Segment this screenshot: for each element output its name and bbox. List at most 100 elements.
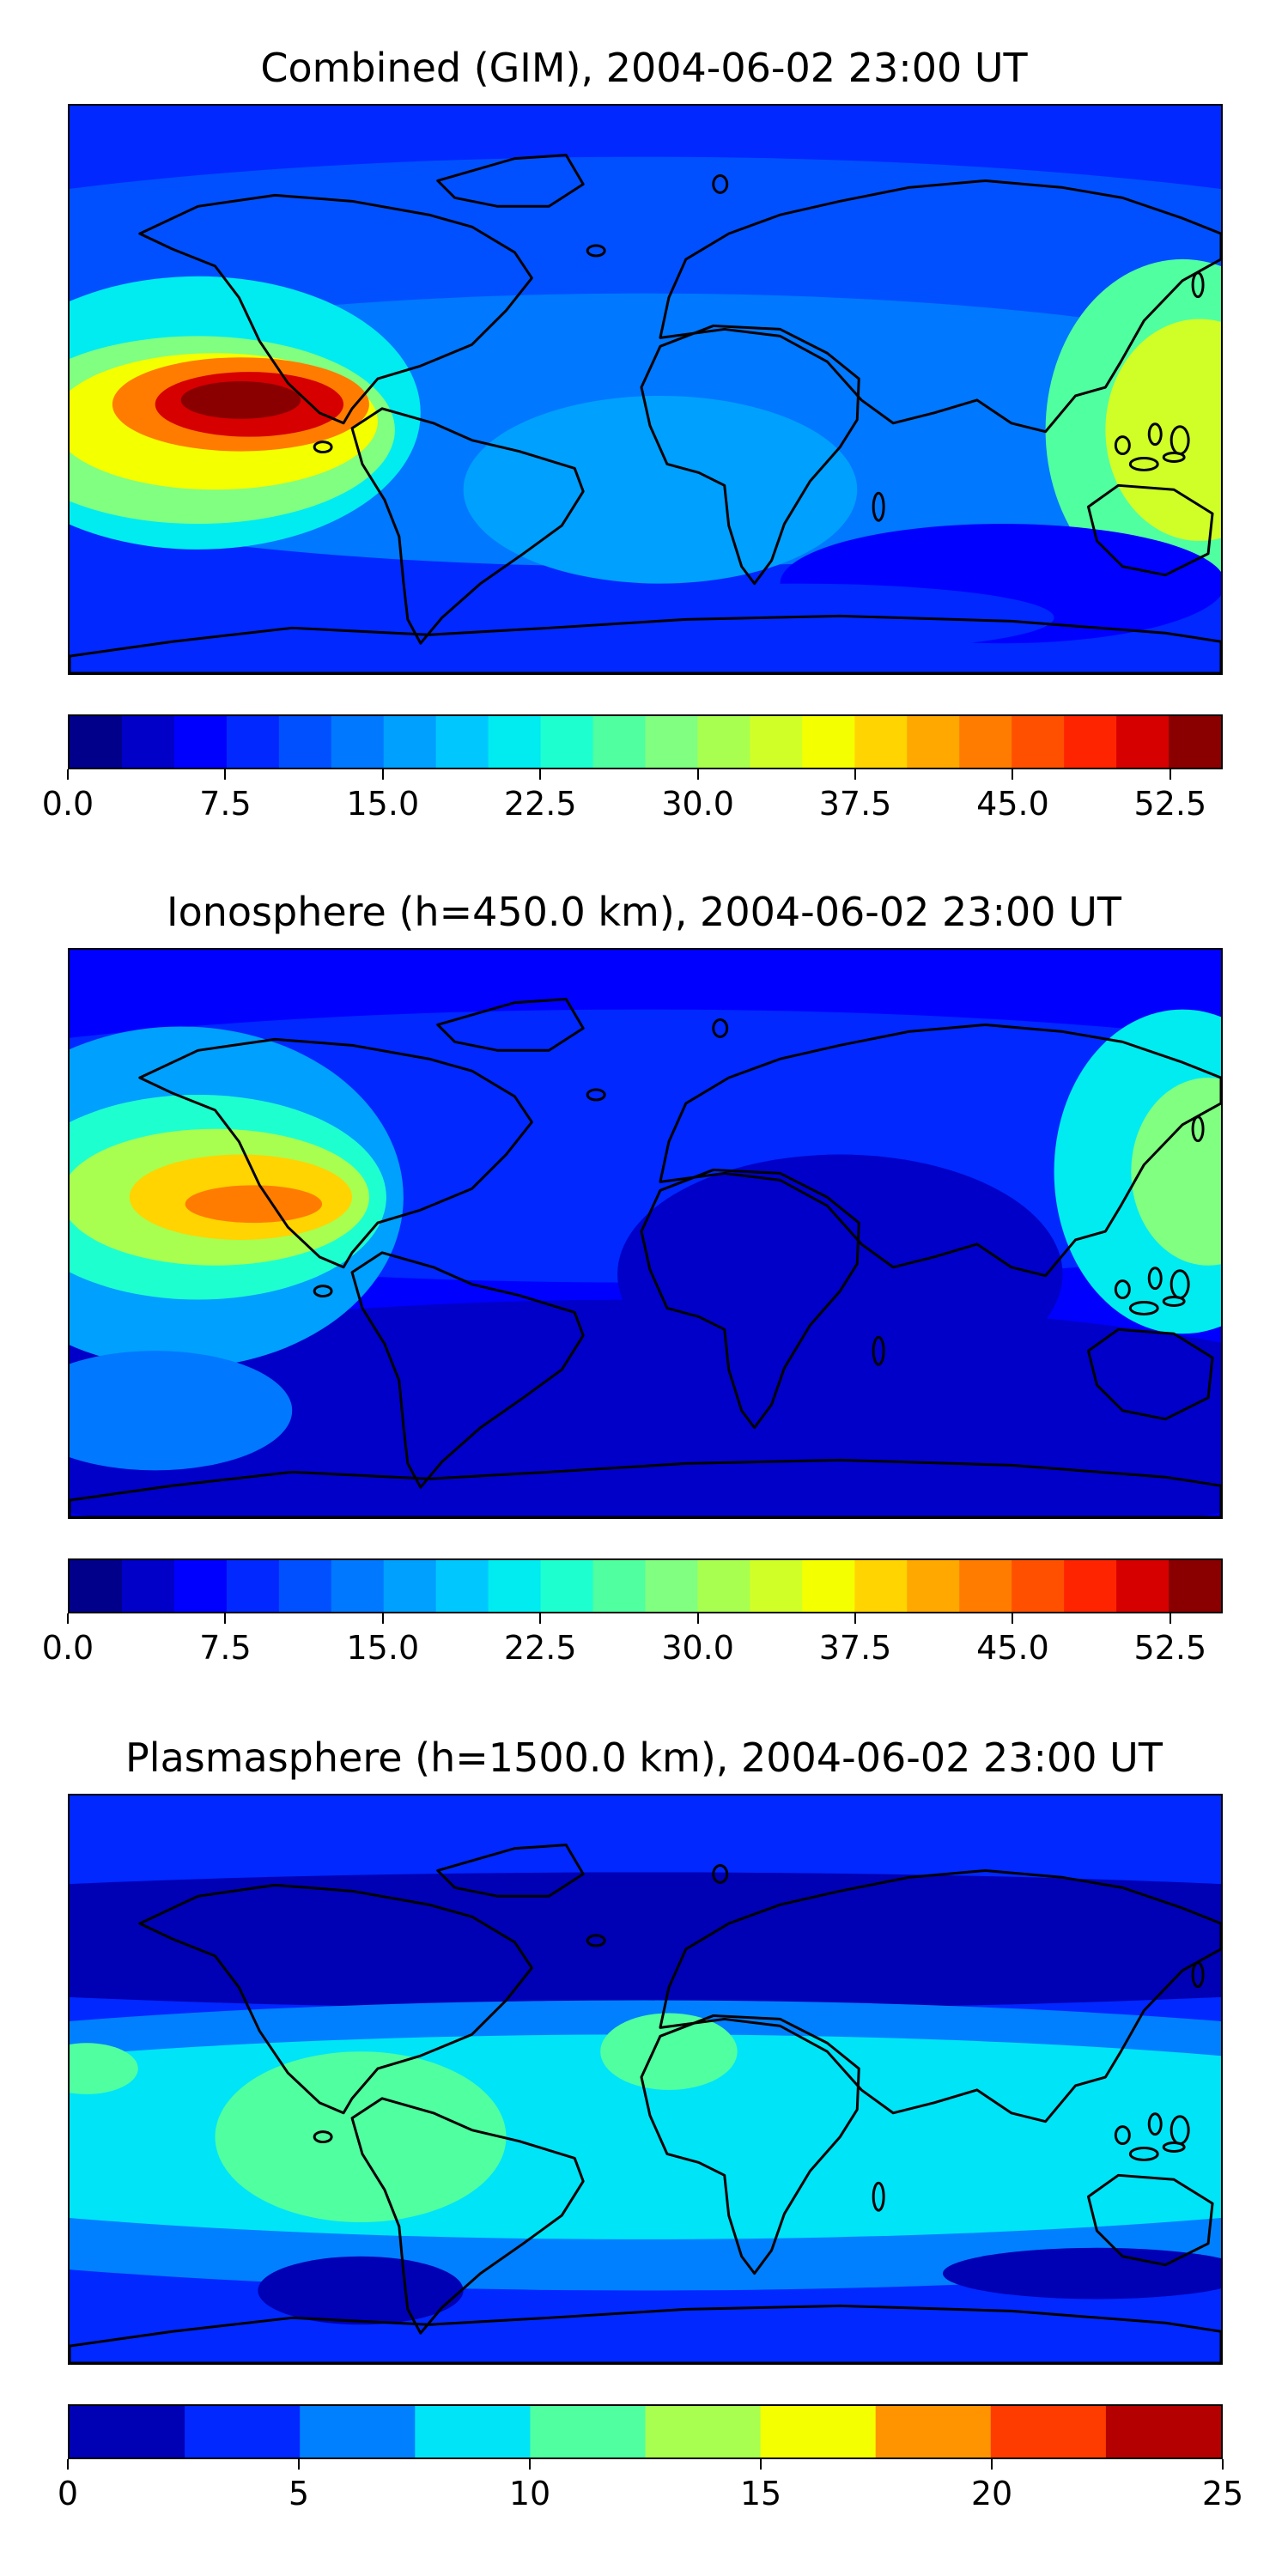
colorbar-tick-label: 37.5 bbox=[818, 1629, 892, 1667]
colorbar-swatch bbox=[540, 1560, 594, 1612]
colorbar-tick-label: 15.0 bbox=[346, 785, 420, 823]
colorbar-swatch bbox=[907, 1560, 960, 1612]
contour-region bbox=[180, 381, 301, 419]
colorbar-swatch bbox=[959, 1560, 1012, 1612]
colorbar-swatch bbox=[540, 716, 594, 768]
panel-1-map bbox=[68, 104, 1223, 675]
colorbar-swatch bbox=[70, 2406, 185, 2458]
colorbar-tick-label: 0.0 bbox=[41, 1629, 94, 1667]
contour-region bbox=[70, 1351, 293, 1471]
colorbar-swatch bbox=[645, 716, 698, 768]
colorbar-swatch bbox=[331, 1560, 385, 1612]
colorbar-swatch bbox=[1116, 1560, 1170, 1612]
colorbar-swatch bbox=[645, 2406, 762, 2458]
colorbar-swatch bbox=[530, 2406, 646, 2458]
colorbar-swatch bbox=[645, 1560, 698, 1612]
colorbar-tick-label: 5 bbox=[288, 2475, 310, 2512]
colorbar-tick-label: 22.5 bbox=[503, 785, 577, 823]
colorbar-tick bbox=[1222, 2459, 1224, 2470]
colorbar-tick bbox=[381, 1613, 384, 1624]
colorbar-swatch bbox=[1064, 716, 1117, 768]
colorbar-tick-label: 7.5 bbox=[199, 785, 252, 823]
colorbar-swatch bbox=[592, 1560, 646, 1612]
contour-region bbox=[215, 2051, 507, 2222]
colorbar-swatch bbox=[1169, 716, 1221, 768]
colorbar-tick bbox=[1012, 769, 1014, 780]
colorbar-swatch bbox=[1116, 716, 1170, 768]
colorbar-swatch bbox=[1169, 1560, 1221, 1612]
colorbar-swatch bbox=[854, 1560, 908, 1612]
colorbar-tick bbox=[854, 1613, 857, 1624]
panel-1-title: Combined (GIM), 2004-06-02 23:00 UT bbox=[260, 45, 1028, 91]
colorbar-tick-label: 20 bbox=[970, 2475, 1013, 2512]
colorbar-tick-label: 15.0 bbox=[346, 1629, 420, 1667]
colorbar-tick bbox=[67, 769, 69, 780]
colorbar-swatch bbox=[121, 716, 175, 768]
colorbar-swatch bbox=[592, 716, 646, 768]
colorbar-tick bbox=[854, 769, 857, 780]
colorbar-swatch bbox=[875, 2406, 992, 2458]
colorbar-tick-label: 22.5 bbox=[503, 1629, 577, 1667]
colorbar-swatch bbox=[435, 716, 489, 768]
colorbar-swatch bbox=[435, 1560, 489, 1612]
contour-region bbox=[600, 2013, 738, 2090]
colorbar-swatch bbox=[907, 716, 960, 768]
contour-region bbox=[70, 1872, 1221, 2009]
panel-3-title: Plasmasphere (h=1500.0 km), 2004-06-02 2… bbox=[125, 1735, 1163, 1781]
colorbar-swatch bbox=[959, 716, 1012, 768]
colorbar-swatch bbox=[488, 716, 542, 768]
colorbar-swatch bbox=[121, 1560, 175, 1612]
colorbar-tick-label: 45.0 bbox=[976, 1629, 1049, 1667]
colorbar-tick bbox=[381, 769, 384, 780]
panel-1-colorbar bbox=[68, 714, 1223, 769]
colorbar-tick bbox=[696, 769, 699, 780]
colorbar-tick-label: 25 bbox=[1201, 2475, 1244, 2512]
coastlines bbox=[70, 1844, 1221, 2363]
colorbar-tick bbox=[696, 1613, 699, 1624]
contour-region bbox=[70, 2043, 138, 2094]
data-field bbox=[70, 950, 1221, 1517]
data-field bbox=[70, 106, 1221, 673]
colorbar-tick-label: 0 bbox=[57, 2475, 79, 2512]
colorbar-swatch bbox=[802, 1560, 855, 1612]
colorbar-tick-label: 37.5 bbox=[818, 785, 892, 823]
colorbar-swatch bbox=[1105, 2406, 1221, 2458]
colorbar-swatch bbox=[802, 716, 855, 768]
panel-3-colorbar bbox=[68, 2404, 1223, 2459]
colorbar-swatch bbox=[1012, 716, 1065, 768]
colorbar-tick bbox=[760, 2459, 762, 2470]
contour-region bbox=[463, 395, 858, 584]
colorbar-swatch bbox=[1064, 1560, 1117, 1612]
colorbar-swatch bbox=[383, 1560, 437, 1612]
colorbar-swatch bbox=[854, 716, 908, 768]
colorbar-swatch bbox=[697, 716, 750, 768]
colorbar-tick bbox=[67, 2459, 69, 2470]
colorbar-swatch bbox=[415, 2406, 531, 2458]
colorbar-swatch bbox=[278, 1560, 332, 1612]
colorbar-tick bbox=[298, 2459, 300, 2470]
colorbar-swatch bbox=[990, 2406, 1107, 2458]
colorbar-tick bbox=[539, 769, 542, 780]
colorbar-swatch bbox=[760, 2406, 877, 2458]
colorbar-swatch bbox=[750, 716, 803, 768]
colorbar-tick bbox=[67, 1613, 69, 1624]
colorbar-tick-label: 45.0 bbox=[976, 785, 1049, 823]
colorbar-tick-label: 7.5 bbox=[199, 1629, 252, 1667]
panel-3-map bbox=[68, 1794, 1223, 2365]
colorbar-swatch bbox=[173, 716, 228, 768]
colorbar-swatch bbox=[331, 716, 385, 768]
colorbar-tick-label: 30.0 bbox=[661, 1629, 734, 1667]
colorbar-swatch bbox=[1012, 1560, 1065, 1612]
colorbar-tick-label: 52.5 bbox=[1133, 1629, 1207, 1667]
colorbar-tick-label: 52.5 bbox=[1133, 785, 1207, 823]
colorbar-tick bbox=[529, 2459, 531, 2470]
colorbar-swatch bbox=[226, 716, 280, 768]
panel-2-colorbar bbox=[68, 1558, 1223, 1613]
panel-1-heatmap bbox=[70, 106, 1221, 673]
colorbar-swatch bbox=[70, 1560, 123, 1612]
contour-region bbox=[185, 1185, 323, 1224]
colorbar-tick bbox=[224, 769, 227, 780]
colorbar-tick bbox=[1169, 1613, 1171, 1624]
colorbar-tick bbox=[539, 1613, 542, 1624]
data-field bbox=[70, 1795, 1221, 2363]
